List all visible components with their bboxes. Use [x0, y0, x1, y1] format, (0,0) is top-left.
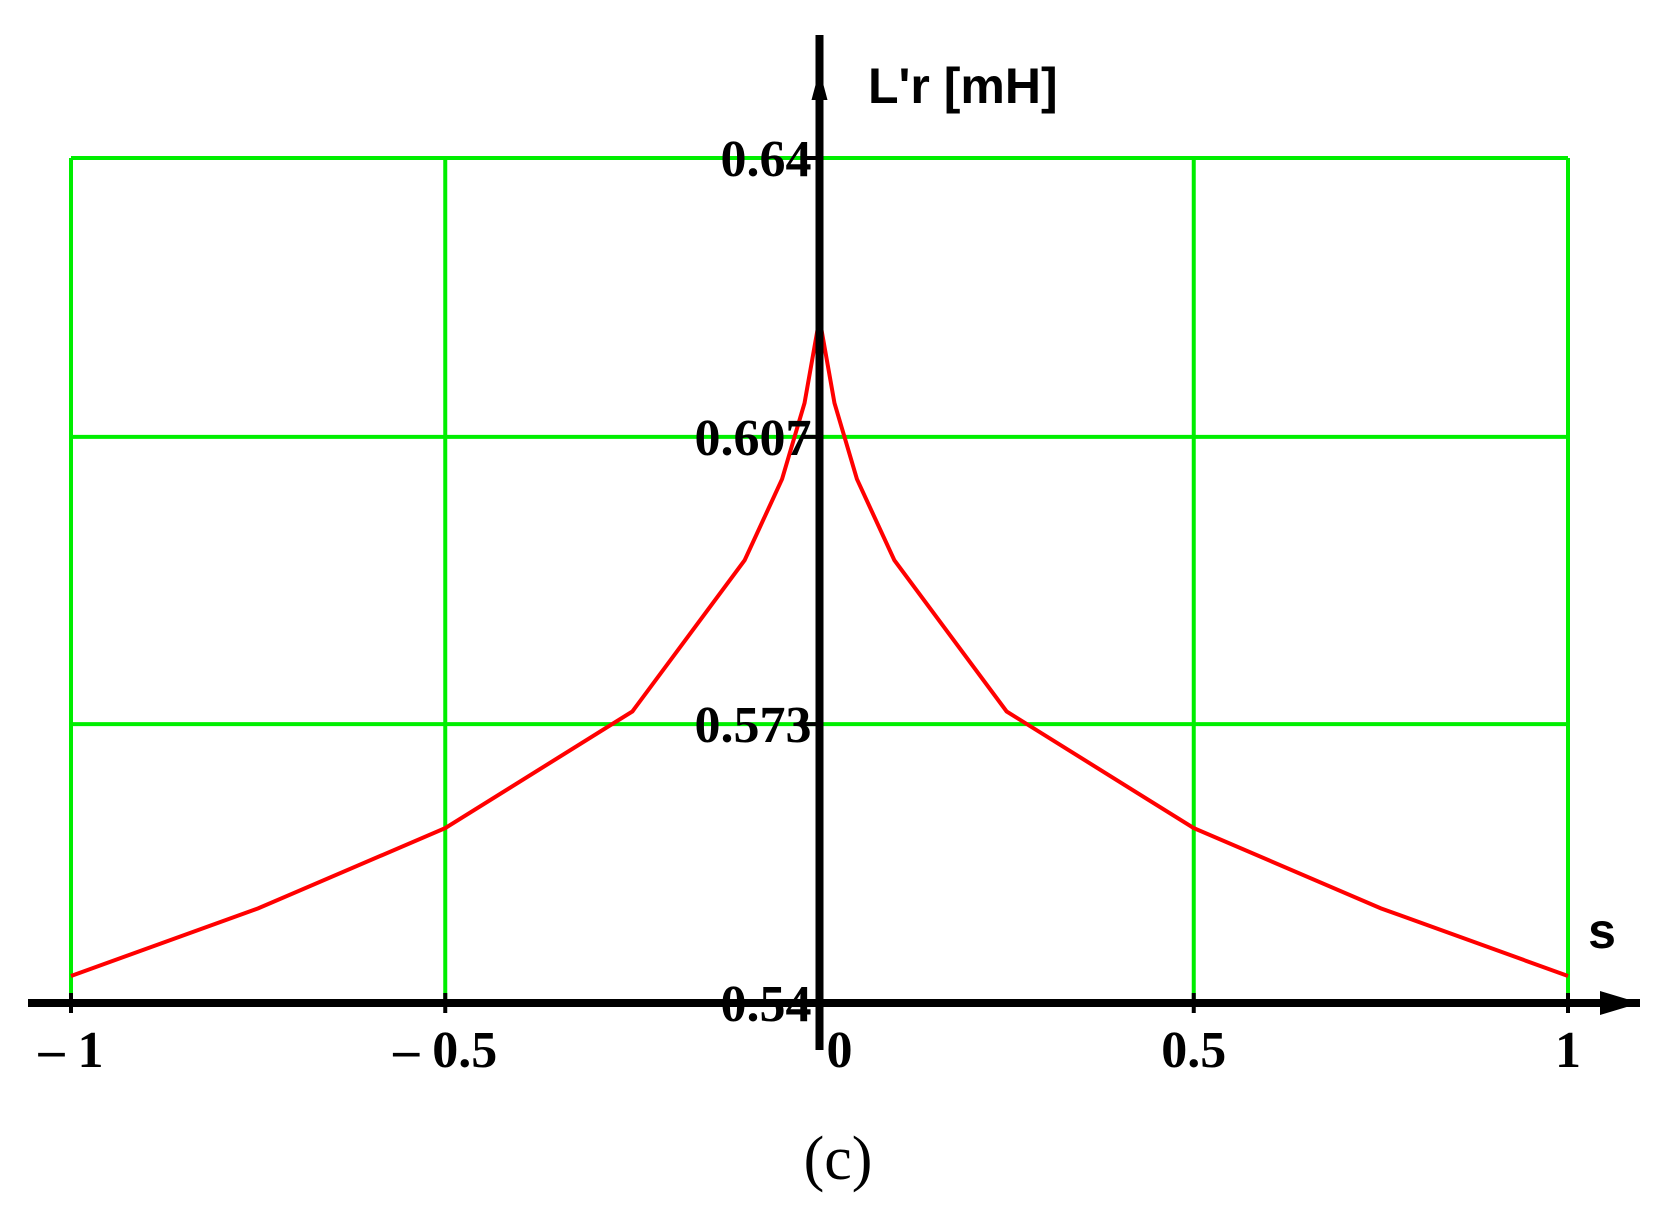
x-axis-arrow — [1600, 991, 1640, 1015]
x-tick-label: – 1 — [38, 1022, 104, 1079]
x-tick-label: 0.5 — [1161, 1022, 1226, 1079]
x-tick-label: 1 — [1555, 1022, 1581, 1079]
y-tick-label: 0.607 — [695, 410, 812, 467]
y-axis-label: L'r [mH] — [868, 58, 1058, 114]
x-tick-label: 0 — [827, 1022, 853, 1079]
y-axis-arrow — [811, 70, 828, 100]
x-tick-label: – 0.5 — [392, 1022, 497, 1079]
y-tick-label: 0.64 — [721, 131, 812, 188]
y-tick-label: 0.54 — [721, 976, 812, 1033]
y-tick-label: 0.573 — [695, 697, 812, 754]
x-axis-label: s — [1588, 903, 1616, 959]
caption: (c) — [804, 1125, 873, 1193]
